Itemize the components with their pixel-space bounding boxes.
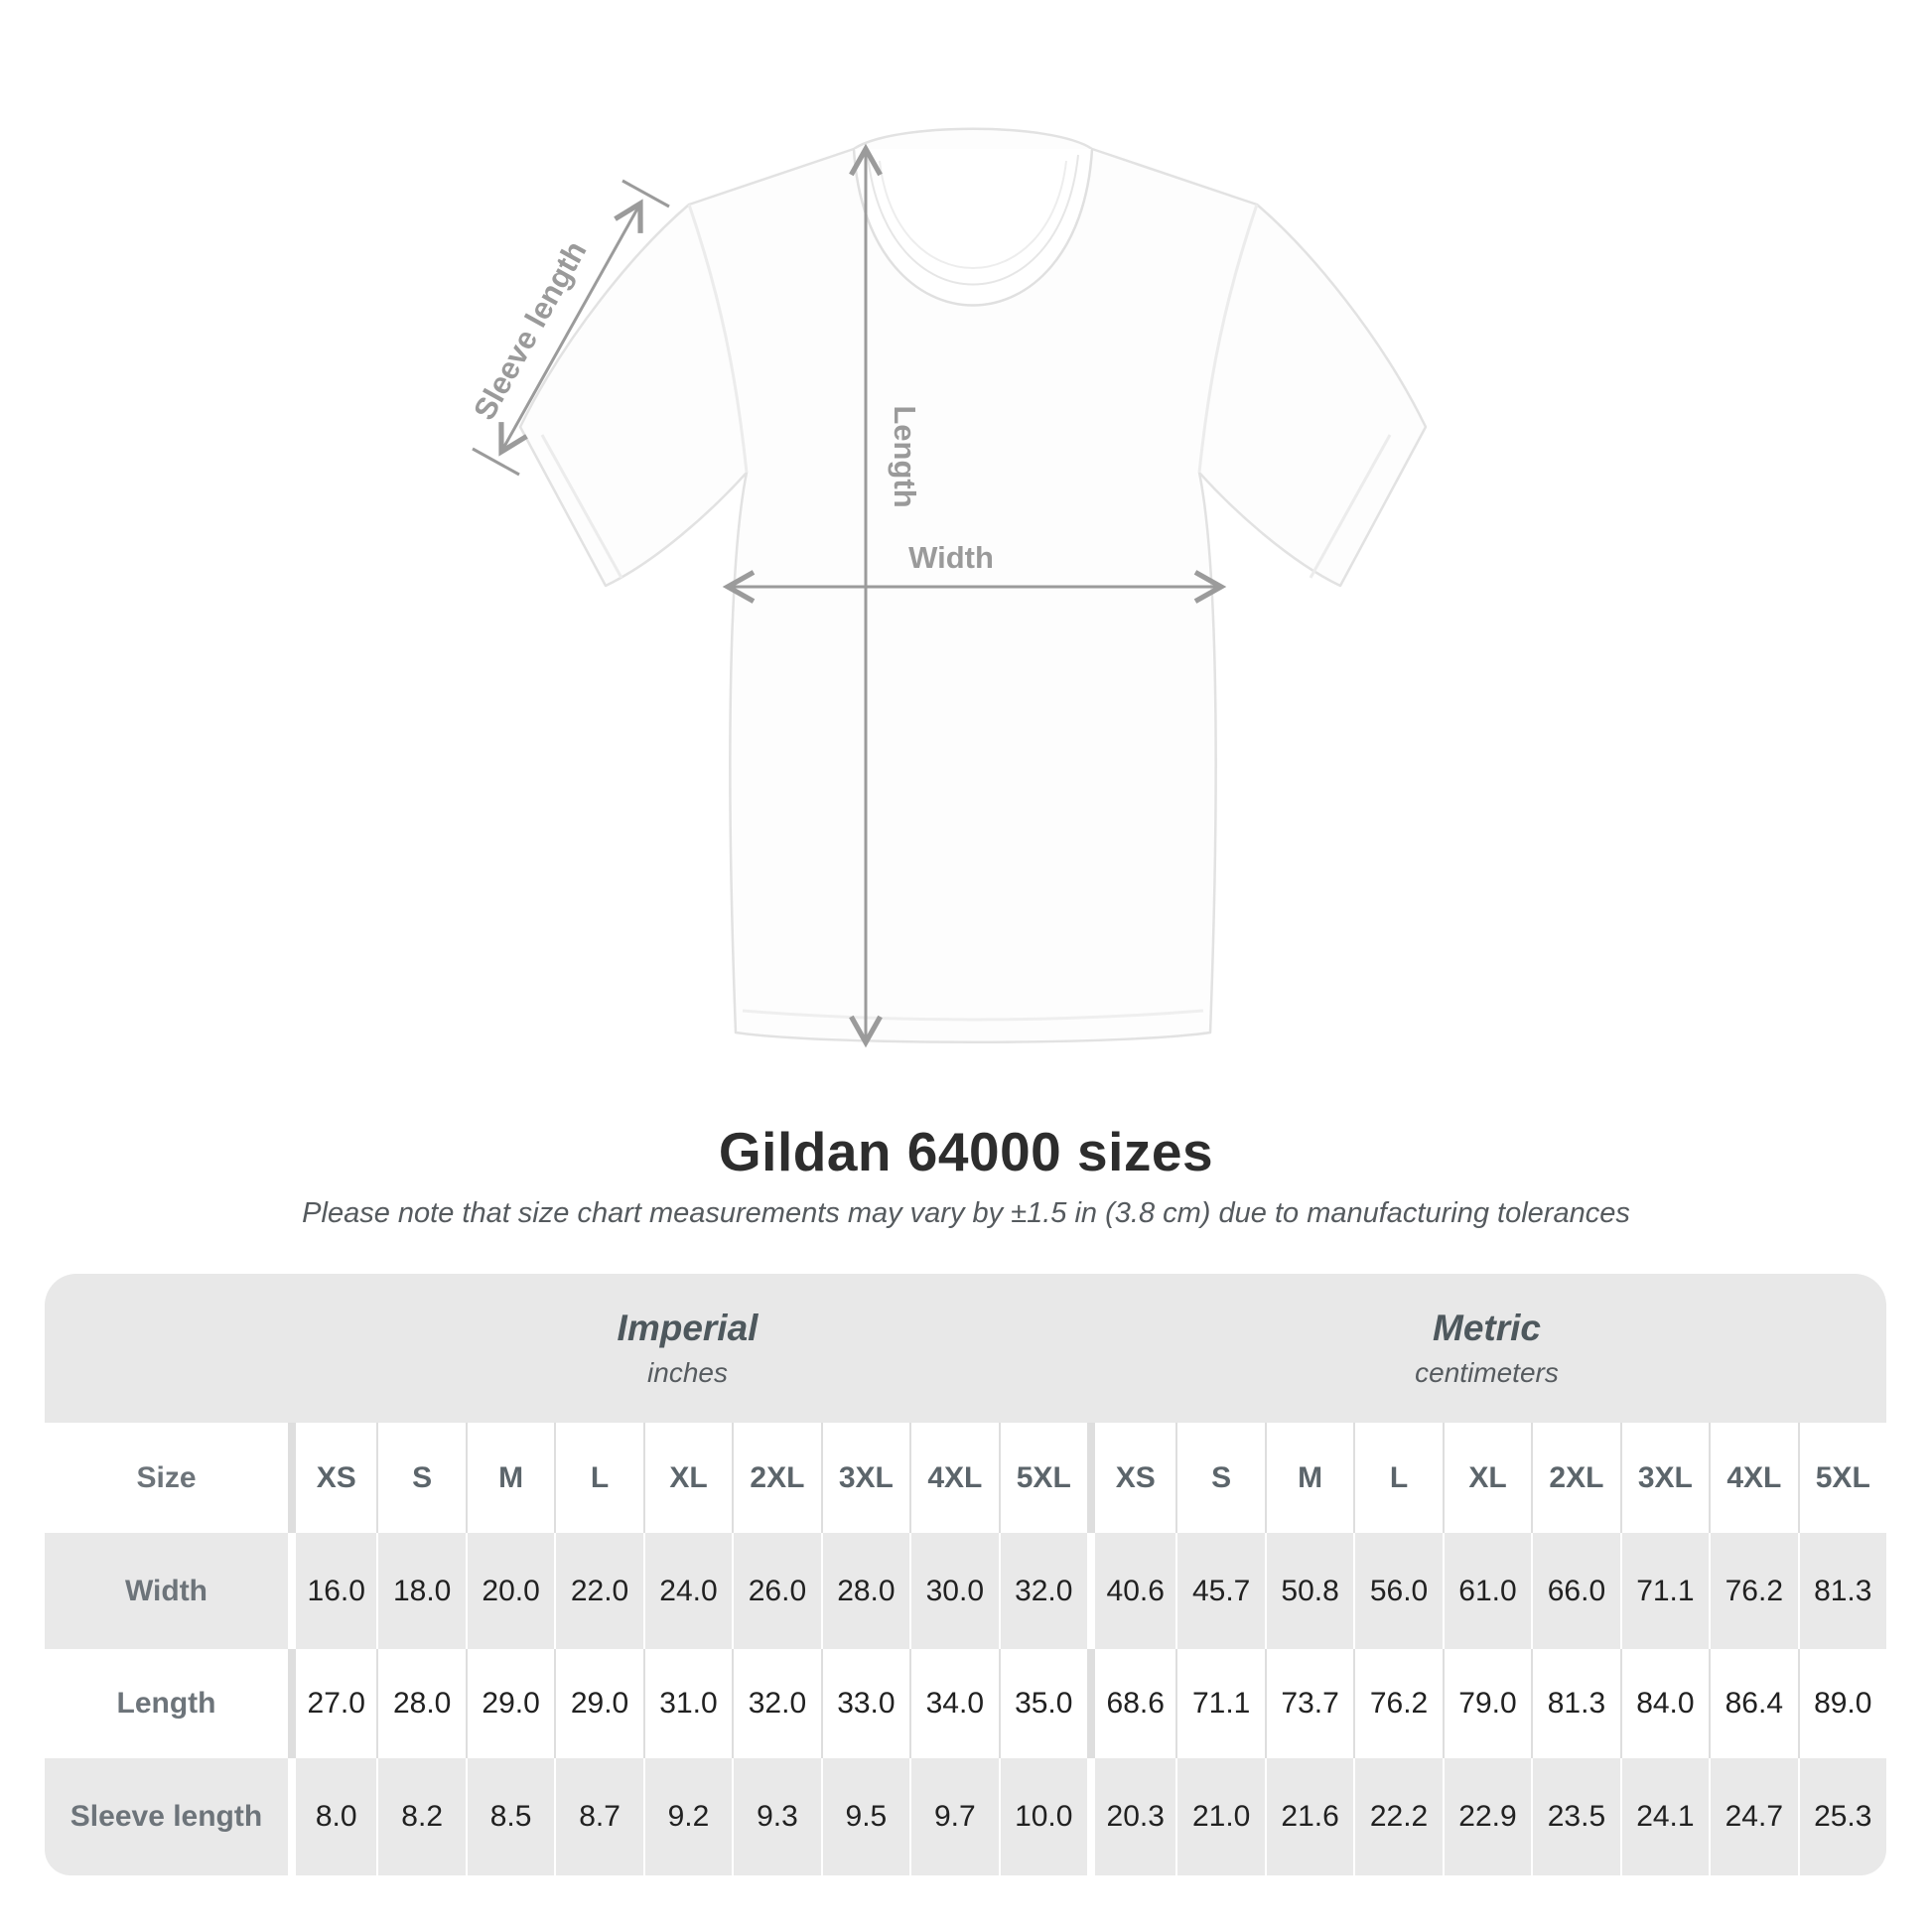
table-cell: 32.0	[998, 1533, 1087, 1649]
table-cell: 61.0	[1442, 1533, 1531, 1649]
table-cell: 71.1	[1175, 1649, 1264, 1758]
size-header: 3XL	[820, 1423, 909, 1533]
metric-section-unit: centimeters	[1415, 1357, 1559, 1388]
size-chart-table: Imperial inches Metric centimeters Size …	[45, 1274, 1886, 1875]
size-column-header: Size	[136, 1460, 197, 1494]
table-cell: 56.0	[1353, 1533, 1442, 1649]
table-cell: 81.3	[1797, 1533, 1886, 1649]
table-cell: 9.7	[909, 1758, 998, 1875]
table-cell: 22.0	[554, 1533, 642, 1649]
table-cell: 40.6	[1086, 1533, 1175, 1649]
table-cell: 9.5	[820, 1758, 909, 1875]
table-cell: 24.0	[642, 1533, 732, 1649]
length-label: Length	[888, 405, 922, 507]
width-label: Width	[908, 540, 994, 575]
table-cell: 9.3	[732, 1758, 820, 1875]
table-cell: 81.3	[1531, 1649, 1619, 1758]
table-cell: 45.7	[1175, 1533, 1264, 1649]
table-cell: 16.0	[288, 1533, 376, 1649]
table-cell: 18.0	[376, 1533, 465, 1649]
table-cell: 25.3	[1797, 1758, 1886, 1875]
table-cell: 24.1	[1619, 1758, 1709, 1875]
table-cell: 21.0	[1175, 1758, 1264, 1875]
table-cell: 20.3	[1086, 1758, 1175, 1875]
table-cell: 23.5	[1531, 1758, 1619, 1875]
table-cell: 33.0	[820, 1649, 909, 1758]
page-title: Gildan 64000 sizes	[718, 1121, 1214, 1182]
size-header: L	[1353, 1423, 1442, 1533]
size-header: 3XL	[1619, 1423, 1709, 1533]
size-header: XS	[1086, 1423, 1175, 1533]
table-cell: 22.9	[1442, 1758, 1531, 1875]
table-cell: 8.5	[465, 1758, 554, 1875]
size-header: M	[1264, 1423, 1353, 1533]
table-cell: 31.0	[642, 1649, 732, 1758]
table-cell: 30.0	[909, 1533, 998, 1649]
table-cell: 27.0	[288, 1649, 376, 1758]
size-header: XS	[288, 1423, 376, 1533]
table-row-length: Length 27.0 28.0 29.0 29.0 31.0 32.0 33.…	[45, 1649, 1886, 1758]
table-cell: 10.0	[998, 1758, 1087, 1875]
size-header: M	[465, 1423, 554, 1533]
table-cell: 26.0	[732, 1533, 820, 1649]
size-header: S	[1175, 1423, 1264, 1533]
table-cell: 24.7	[1709, 1758, 1797, 1875]
table-cell: 84.0	[1619, 1649, 1709, 1758]
size-header: 2XL	[1531, 1423, 1619, 1533]
size-header: S	[376, 1423, 465, 1533]
table-cell: 79.0	[1442, 1649, 1531, 1758]
table-cell: 29.0	[465, 1649, 554, 1758]
metric-section-header: Metric centimeters	[1087, 1274, 1886, 1423]
table-cell: 68.6	[1086, 1649, 1175, 1758]
table-row-sizes: Size XS S M L XL 2XL 3XL 4XL 5XL XS S M …	[45, 1423, 1886, 1533]
table-cell: 66.0	[1531, 1533, 1619, 1649]
size-header: 2XL	[732, 1423, 820, 1533]
size-header: 4XL	[1709, 1423, 1797, 1533]
table-cell: 71.1	[1619, 1533, 1709, 1649]
size-header: L	[554, 1423, 642, 1533]
table-cell: 32.0	[732, 1649, 820, 1758]
band-spacer	[45, 1274, 288, 1423]
table-cell: 34.0	[909, 1649, 998, 1758]
table-row-sleeve-length: Sleeve length 8.0 8.2 8.5 8.7 9.2 9.3 9.…	[45, 1758, 1886, 1875]
table-cell: 22.2	[1353, 1758, 1442, 1875]
row-label-length: Length	[116, 1687, 216, 1720]
table-cell: 50.8	[1264, 1533, 1353, 1649]
table-cell: 20.0	[465, 1533, 554, 1649]
size-header: XL	[642, 1423, 732, 1533]
table-cell: 8.0	[288, 1758, 376, 1875]
imperial-section-unit: inches	[647, 1357, 728, 1388]
table-cell: 73.7	[1264, 1649, 1353, 1758]
sleeve-length-dimension	[472, 179, 670, 477]
table-cell: 21.6	[1264, 1758, 1353, 1875]
imperial-section-header: Imperial inches	[288, 1274, 1087, 1423]
row-label-sleeve-length: Sleeve length	[69, 1800, 263, 1833]
table-cell: 28.0	[820, 1533, 909, 1649]
table-cell: 35.0	[998, 1649, 1087, 1758]
table-cell: 89.0	[1797, 1649, 1886, 1758]
unit-system-band: Imperial inches Metric centimeters	[45, 1274, 1886, 1423]
size-header: 5XL	[998, 1423, 1087, 1533]
table-cell: 76.2	[1709, 1533, 1797, 1649]
table-cell: 8.7	[554, 1758, 642, 1875]
size-header: XL	[1442, 1423, 1531, 1533]
size-header: 5XL	[1797, 1423, 1886, 1533]
table-cell: 76.2	[1353, 1649, 1442, 1758]
tshirt-measurement-diagram: Sleeve length Length Width	[467, 127, 1428, 1048]
table-cell: 8.2	[376, 1758, 465, 1875]
table-cell: 28.0	[376, 1649, 465, 1758]
row-label-width: Width	[124, 1574, 208, 1607]
size-header: 4XL	[909, 1423, 998, 1533]
table-cell: 29.0	[554, 1649, 642, 1758]
table-row-width: Width 16.0 18.0 20.0 22.0 24.0 26.0 28.0…	[45, 1533, 1886, 1649]
metric-section-title: Metric	[1433, 1308, 1541, 1348]
imperial-section-title: Imperial	[617, 1308, 759, 1348]
table-cell: 9.2	[642, 1758, 732, 1875]
table-cell: 86.4	[1709, 1649, 1797, 1758]
tolerance-note: Please note that size chart measurements…	[302, 1197, 1630, 1229]
